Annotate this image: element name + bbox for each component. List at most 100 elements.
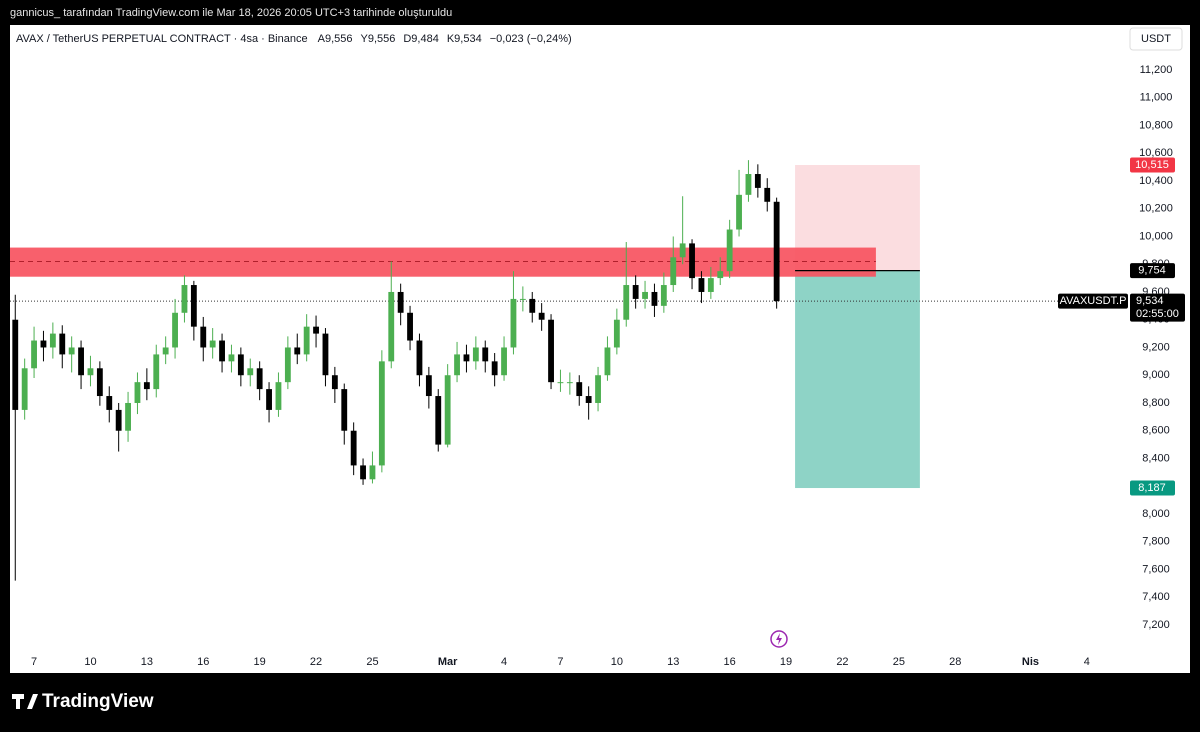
y-tick-label: 11,200 — [1140, 64, 1173, 76]
x-tick-label: 16 — [724, 656, 736, 668]
symbol-box — [1058, 293, 1128, 309]
candle-body — [726, 229, 733, 272]
candle-body — [143, 382, 150, 390]
candle-body — [247, 368, 254, 376]
plot: 7,2007,4007,6007,8008,0008,2008,4008,600… — [10, 64, 1185, 668]
x-tick-label: 25 — [366, 656, 378, 668]
brand: TradingView — [42, 691, 154, 712]
x-tick-label: 4 — [501, 656, 507, 668]
y-tick-label: 7,800 — [1142, 536, 1170, 548]
y-tick-label: 11,000 — [1140, 92, 1173, 104]
candle-body — [613, 319, 620, 348]
candle-body — [576, 382, 583, 397]
countdown: 02:55:00 — [1136, 308, 1179, 320]
candle-body — [134, 382, 141, 403]
x-tick-label: 16 — [197, 656, 209, 668]
chart-area — [10, 25, 1190, 673]
candle-body — [754, 174, 761, 188]
candle-body — [378, 361, 385, 466]
y-tick-label: 9,000 — [1142, 369, 1170, 381]
candle-body — [313, 326, 319, 334]
candle-body — [275, 382, 282, 410]
x-tick-label: 22 — [310, 656, 322, 668]
candle-body — [284, 347, 291, 383]
x-tick-label: 7 — [31, 656, 37, 668]
candle-body — [96, 368, 103, 397]
candle-body — [642, 291, 648, 299]
candle-body — [764, 187, 771, 202]
candle-body — [566, 382, 573, 384]
candle-body — [660, 285, 667, 306]
x-tick-label: 7 — [557, 656, 563, 668]
ohlc-value: A9,556 — [318, 33, 353, 45]
candle-body — [736, 194, 742, 230]
candle-body — [651, 291, 658, 306]
candle-body — [519, 298, 526, 300]
candle-body — [604, 347, 611, 376]
ohlc-value: Y9,556 — [360, 33, 395, 45]
candle-body — [190, 285, 197, 327]
candle-body — [538, 312, 545, 320]
ohlc-value: −0,023 (−0,24%) — [490, 33, 572, 45]
candle-body — [388, 291, 395, 362]
candle-body — [87, 368, 94, 376]
x-tick-label: Mar — [438, 656, 458, 668]
candle-body — [331, 375, 338, 390]
candle-body — [322, 333, 329, 376]
candle-body — [228, 354, 235, 362]
candle-body — [632, 285, 639, 299]
logo-mark — [12, 694, 38, 709]
candle-body — [153, 354, 160, 390]
logo: TradingView — [12, 691, 154, 712]
y-tick-label: 7,400 — [1142, 591, 1170, 603]
candle-body — [341, 389, 348, 431]
candle-body — [482, 347, 489, 362]
candle-body — [115, 409, 122, 431]
candle-body — [407, 312, 413, 341]
candle-body — [623, 285, 630, 320]
y-tick-label: 10,200 — [1139, 203, 1173, 215]
x-tick-label: 19 — [780, 656, 792, 668]
target-label: 8,187 — [1138, 482, 1166, 494]
candle-body — [266, 389, 272, 410]
candle-body — [501, 347, 507, 376]
candle-body — [237, 354, 244, 376]
x-tick-label: Nis — [1022, 656, 1039, 668]
y-tick-label: 10,400 — [1139, 175, 1173, 187]
y-tick-label: 9,200 — [1142, 341, 1170, 353]
candle-body — [557, 382, 564, 384]
x-tick-label: 28 — [949, 656, 961, 668]
alert-icon — [770, 630, 788, 648]
candle-body — [529, 298, 536, 313]
candle-body — [125, 402, 131, 431]
candle-body — [181, 285, 188, 313]
candle-body — [773, 201, 780, 302]
candle-body — [444, 375, 451, 445]
y-tick-label: 8,800 — [1142, 397, 1170, 409]
candle-body — [21, 368, 28, 410]
x-tick-label: 10 — [84, 656, 96, 668]
candle-body — [209, 340, 216, 348]
candle-body — [425, 375, 432, 397]
candle-body — [548, 319, 554, 383]
target-area — [795, 270, 920, 489]
candle-body — [350, 430, 357, 466]
candle-body — [40, 340, 47, 348]
candle-body — [200, 326, 207, 348]
candle-body — [294, 347, 301, 355]
stop-label: 10,515 — [1135, 159, 1169, 171]
candle-body — [595, 375, 601, 403]
y-tick-label: 10,800 — [1139, 119, 1173, 131]
target-label-box — [1130, 480, 1175, 496]
candle-body — [59, 333, 66, 355]
y-tick-label: 7,200 — [1142, 619, 1170, 631]
candle-body — [172, 312, 178, 348]
y-tick-label: 7,600 — [1142, 563, 1170, 575]
candle-body — [689, 243, 695, 279]
last-price-label: 9,534 — [1136, 295, 1164, 307]
x-tick-label: 19 — [254, 656, 266, 668]
candle-body — [162, 347, 169, 355]
icon-circle — [770, 630, 788, 648]
